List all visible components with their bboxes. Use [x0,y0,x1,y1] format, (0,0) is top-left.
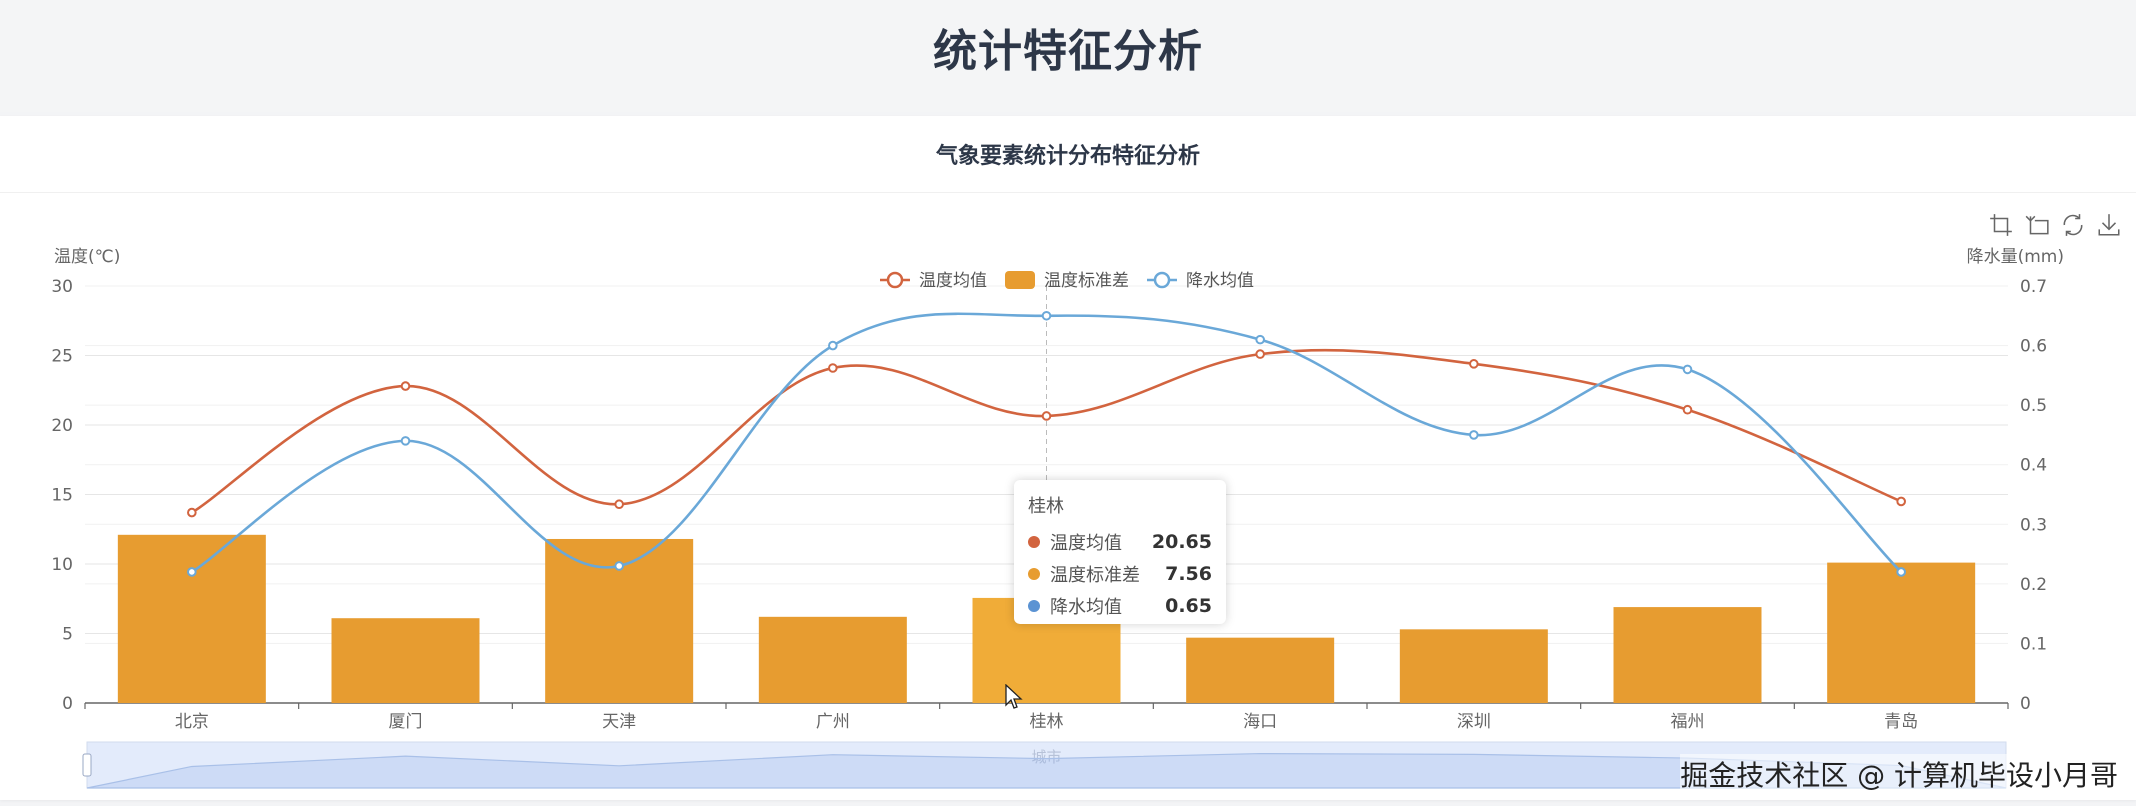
data-point [1255,349,1265,359]
bar [1613,607,1762,703]
data-point [1469,430,1479,440]
zoom-icon[interactable] [1988,212,2014,238]
data-point [187,507,197,518]
page-title: 统计特征分析 [933,26,1203,77]
legend-marker-icon [1153,271,1171,289]
x-tick-label: 厦门 [389,712,423,732]
card-title: 气象要素统计分布特征分析 [0,116,2136,193]
watermark-text: 掘金技术社区 @ 计算机毕设小月哥 [1680,754,2118,794]
y2-axis-label: 降水量(mm) [1967,247,2064,267]
bar [758,616,907,703]
bar [117,534,266,703]
data-point [828,340,838,351]
x-tick-label: 海口 [1243,712,1277,732]
legend-label: 温度均值 [919,271,987,291]
y2-tick-label: 0.2 [2020,575,2047,595]
x-axis-label: 城市 [1031,748,1061,766]
y-tick-label: 30 [51,277,73,297]
y2-tick-label: 0 [2020,694,2031,714]
y2-tick-label: 0.7 [2020,277,2047,297]
y2-tick-label: 0.1 [2020,634,2047,654]
bar [1399,629,1548,703]
x-tick-label: 青岛 [1884,712,1918,732]
tooltip-series-name: 温度均值 [1050,533,1122,554]
y-tick-label: 15 [51,486,73,506]
data-point [1682,364,1693,375]
chart-canvas: 0 5 10 15 20 25 30 0 0.1 0.2 0.3 0.4 0.5 0.6 0.7 温度(℃) 降… [51,247,2064,789]
y-tick-label: 20 [51,416,73,436]
x-tick-label: 北京 [175,712,209,732]
series-color-dot [1028,568,1040,580]
legend-bar-icon [1005,271,1035,289]
tooltip-series-value: 0.65 [1165,595,1212,617]
bar [1827,562,1976,703]
y-tick-label: 25 [51,347,73,367]
tooltip-row: 温度标准差 7.56 [1028,558,1212,590]
data-point [828,363,838,373]
y2-tick-label: 0.4 [2020,456,2047,476]
bar [331,618,480,703]
series-color-dot [1028,600,1040,612]
x-tick-label: 天津 [602,712,636,732]
y2-tick-label: 0.3 [2020,515,2047,535]
zoom-reset-icon[interactable] [2024,212,2050,238]
tooltip-series-name: 温度标准差 [1050,565,1140,586]
mouse-cursor-icon [1005,684,1023,709]
bar [1186,637,1335,703]
data-point [614,499,624,510]
x-tick-label: 桂林 [1030,712,1064,732]
data-point [1682,404,1693,415]
x-tick-label: 广州 [816,712,850,732]
legend-label: 降水均值 [1186,271,1254,291]
tooltip-series-value: 7.56 [1165,563,1212,585]
restore-icon[interactable] [2060,212,2086,238]
series-line [191,348,1902,514]
download-icon[interactable] [2096,212,2122,238]
x-tick-label: 深圳 [1457,712,1491,732]
y-tick-label: 5 [62,625,73,645]
y-tick-label: 0 [62,694,73,714]
data-point [400,436,411,446]
data-point [1255,334,1265,345]
data-point [187,567,197,577]
legend-marker-icon [886,271,904,289]
tooltip-series-name: 降水均值 [1050,597,1122,618]
y2-tick-label: 0.6 [2020,337,2047,357]
tooltip-series-value: 20.65 [1151,531,1212,553]
data-point [400,381,411,391]
tooltip-row: 温度均值 20.65 [1028,526,1212,558]
series-line [191,312,1903,574]
legend-label: 温度标准差 [1044,271,1129,291]
y-axis-label: 温度(℃) [54,247,120,267]
data-point [1041,310,1052,321]
datazoom-handle [82,753,92,777]
chart-card: 气象要素统计分布特征分析 0 5 10 15 20 25 30 0 0.1 0.2 0.3 0.4 0.… [0,116,2136,800]
data-point [614,561,624,571]
data-point [1041,411,1052,421]
data-point [1469,359,1479,369]
tooltip-row: 降水均值 0.65 [1028,590,1212,622]
data-point [1896,567,1906,577]
series-color-dot [1028,536,1040,548]
data-point [1896,496,1906,507]
y-tick-label: 10 [51,555,73,575]
chart-toolbox [1988,212,2122,238]
chart-tooltip: 桂林 温度均值 20.65 温度标准差 7.56 降水均值 0.65 [1014,480,1226,624]
page-header: 统计特征分析 [0,0,2136,112]
tooltip-title: 桂林 [1028,496,1064,517]
x-tick-label: 福州 [1671,712,1705,732]
y2-tick-label: 0.5 [2020,396,2047,416]
